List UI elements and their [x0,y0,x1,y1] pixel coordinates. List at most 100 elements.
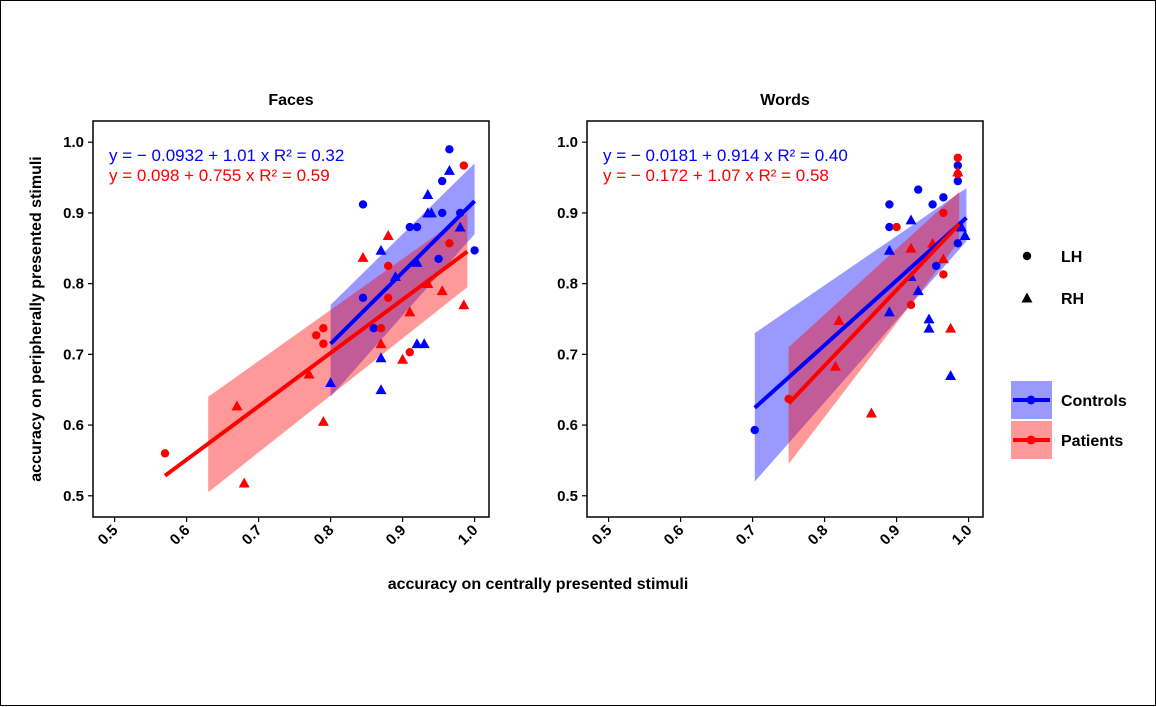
regression-equation: y = 0.098 + 0.755 x R² = 0.59 [109,166,330,185]
data-point-controls-rh [912,285,924,296]
data-point-patients-rh [829,360,841,371]
legend-lh-icon [1022,251,1032,261]
y-tick-label: 1.0 [63,134,84,151]
legend-shape-label: RH [1061,291,1084,308]
data-point-controls-lh [434,254,443,264]
x-tick-label: 1.0 [949,522,976,549]
y-tick-label: 0.5 [63,488,84,505]
data-point-patients-rh [404,306,416,317]
panel-words: Words 0.5 0.6 0.7 0.8 0.9 1.0 0.5 0.6 0.7 0.8 0.9 1.… [557,92,984,549]
data-point-controls-rh [375,384,387,395]
data-point-controls-lh [750,425,759,435]
data-point-controls-lh [445,145,454,154]
y-tick-label: 0.9 [557,205,578,222]
panel-faces: Faces 0.5 0.6 0.7 0.8 0.9 1.0 0.5 0.6 0.7 0.8 0.9 1.… [63,92,490,549]
data-point-patients-lh [405,348,414,357]
data-point-controls-lh [369,323,378,333]
data-point-controls-rh [443,165,455,175]
data-point-controls-lh [953,239,962,248]
regression-equation: y = − 0.172 + 1.07 x R² = 0.58 [603,166,829,185]
data-point-controls-rh [905,214,917,225]
data-point-patients-lh [445,239,454,248]
legend-rh-icon [1021,292,1033,303]
y-axis-label: accuracy on peripherally presented stimu… [28,156,45,481]
y-tick-label: 0.6 [557,417,578,434]
confidence-band-patients [208,212,468,493]
data-point-controls-rh [375,352,387,363]
data-point-controls-rh [883,306,895,317]
x-tick-label: 0.8 [805,522,832,549]
data-point-patients-rh [375,338,387,349]
regression-equation: y = − 0.0932 + 1.01 x R² = 0.32 [109,146,344,165]
x-tick-label: 0.6 [661,522,688,549]
data-point-patients-lh [312,331,321,340]
regression-equation: y = − 0.0181 + 0.914 x R² = 0.40 [603,146,848,165]
x-tick-label: 0.9 [383,522,410,549]
data-point-controls-rh [883,244,895,255]
x-tick-label: 0.7 [239,522,266,549]
legend-patients-marker [1026,435,1036,445]
data-point-controls-lh [928,200,937,209]
data-point-patients-lh [384,261,393,271]
data-point-patients-rh [937,253,949,264]
y-tick-label: 0.5 [557,488,578,505]
data-point-patients-lh [953,153,962,162]
x-tick-label: 0.7 [733,522,760,549]
data-point-patients-rh [436,285,448,296]
data-point-controls-rh [454,221,466,232]
y-tick-label: 0.7 [63,346,84,363]
panel-title: Words [760,92,810,109]
data-point-patients-rh [458,299,470,310]
panel-border [92,120,490,518]
data-point-controls-rh [375,244,387,255]
confidence-band-controls [754,188,967,482]
data-point-controls-rh [325,377,337,388]
data-point-patients-lh [160,449,170,458]
y-tick-label: 0.8 [557,276,578,293]
data-point-patients-rh [397,353,409,364]
legend: LH RH Controls Patients [1011,249,1127,459]
data-point-controls-lh [953,176,962,186]
y-tick-label: 0.7 [557,346,578,363]
data-point-controls-lh [932,261,941,271]
confidence-band-patients [788,191,960,464]
data-point-patients-rh [833,314,845,325]
data-point-patients-rh [357,251,369,262]
data-point-patients-rh [317,416,329,426]
fit-line-patients [163,249,469,478]
data-point-controls-rh [959,230,971,240]
x-tick-label: 0.9 [877,522,904,549]
data-point-controls-rh [955,221,967,232]
data-point-patients-rh [238,477,250,488]
data-point-controls-lh [939,193,948,202]
data-point-controls-rh [945,370,957,380]
data-point-controls-rh [425,207,437,218]
data-point-patients-lh [892,222,901,232]
x-tick-label: 0.5 [589,522,616,549]
x-tick-label: 1.0 [455,522,482,549]
y-tick-label: 0.9 [63,205,84,222]
data-point-controls-lh [914,185,923,194]
confidence-band-controls [330,163,475,397]
data-point-controls-rh [411,256,423,267]
data-point-controls-rh [923,322,935,333]
data-point-controls-lh [953,161,962,170]
fit-line-patients [787,222,961,405]
x-axis-label: accuracy on centrally presented stimuli [388,576,689,593]
data-point-controls-rh [923,313,935,324]
panel-border [586,120,984,518]
data-point-patients-rh [303,368,315,379]
data-point-patients-rh [952,166,964,177]
x-tick-label: 0.6 [167,522,194,549]
data-point-controls-rh [411,338,423,349]
data-point-patients-lh [906,300,916,310]
data-point-controls-lh [438,176,447,186]
legend-group-label: Controls [1061,393,1127,410]
data-point-patients-lh [376,323,386,333]
fit-line-controls [753,216,968,410]
panel-title: Faces [268,92,313,109]
data-point-controls-rh [418,338,430,349]
legend-group-label: Patients [1061,433,1123,450]
